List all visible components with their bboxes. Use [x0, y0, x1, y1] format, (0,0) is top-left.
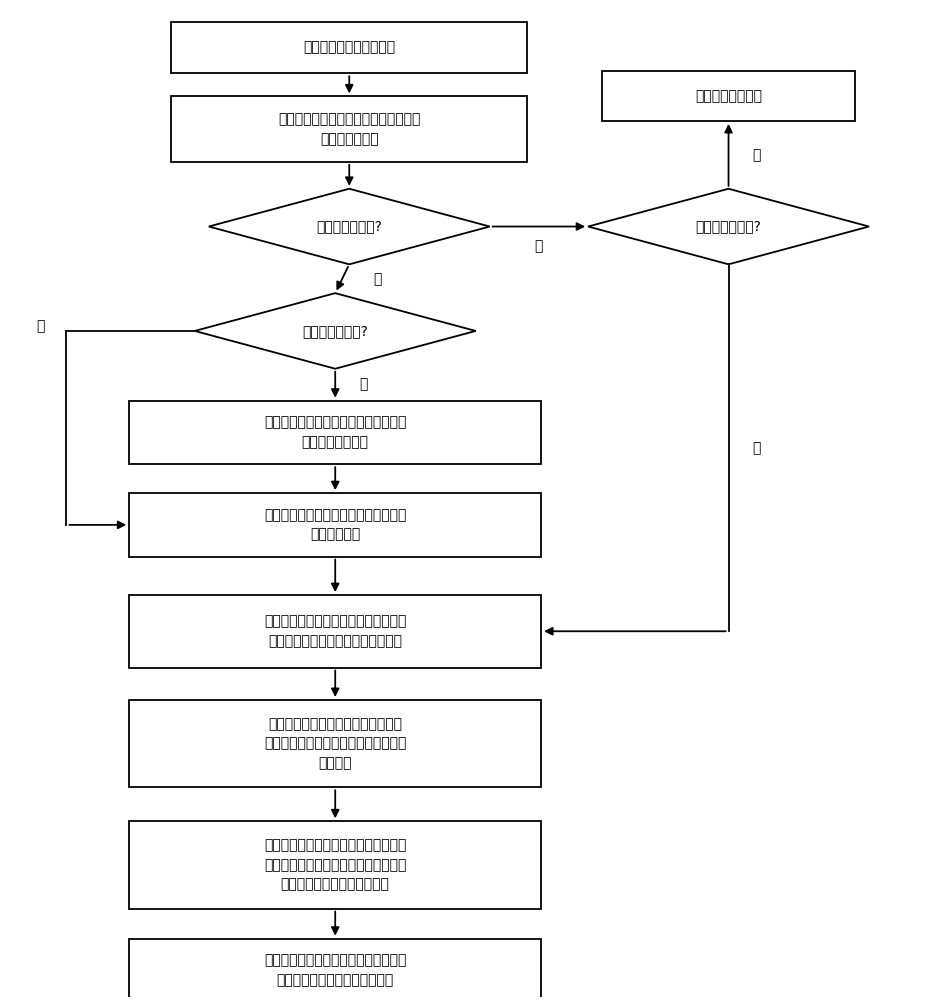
- Text: 是: 是: [753, 441, 761, 455]
- Text: 预更新电动汽车充电状态列表到下一个
时间段的起始时间: 预更新电动汽车充电状态列表到下一个 时间段的起始时间: [264, 416, 406, 449]
- Polygon shape: [195, 293, 476, 369]
- Text: 在控制中心中输入次日充电和放电负荷
裕度及电价信息: 在控制中心中输入次日充电和放电负荷 裕度及电价信息: [278, 112, 420, 146]
- FancyBboxPatch shape: [129, 939, 542, 1000]
- FancyBboxPatch shape: [129, 821, 542, 909]
- Text: 否: 否: [753, 148, 761, 162]
- Text: 维持系统状态不变: 维持系统状态不变: [695, 89, 762, 103]
- FancyBboxPatch shape: [129, 700, 542, 787]
- FancyBboxPatch shape: [129, 595, 542, 668]
- Text: 在控制中心输入系统参数: 在控制中心输入系统参数: [303, 41, 396, 55]
- FancyBboxPatch shape: [129, 493, 542, 557]
- Text: 否: 否: [359, 378, 367, 392]
- Text: 控制中心根据集合指导充电功率计算各
电动汽车充放电控制策略，调节充电桩
充电功率实现有序充放电控制: 控制中心根据集合指导充电功率计算各 电动汽车充放电控制策略，调节充电桩 充电功率…: [264, 838, 406, 891]
- FancyBboxPatch shape: [129, 401, 542, 464]
- Text: 控制中心根据管辖范围内电动汽车的充
电需求计算集合充放电需求边界曲线: 控制中心根据管辖范围内电动汽车的充 电需求计算集合充放电需求边界曲线: [264, 615, 406, 648]
- Text: 控制中心根据集合充放电需求边界曲
线、负荷裕度和电价信息计算集合指导
充电功率: 控制中心根据集合充放电需求边界曲 线、负荷裕度和电价信息计算集合指导 充电功率: [264, 717, 406, 770]
- FancyBboxPatch shape: [602, 71, 855, 121]
- Text: 新的控制时间点?: 新的控制时间点?: [302, 324, 368, 338]
- Polygon shape: [588, 189, 869, 264]
- Polygon shape: [209, 189, 490, 264]
- Text: 记录新到达电动汽车的电池信息和客户
充电需求信息: 记录新到达电动汽车的电池信息和客户 充电需求信息: [264, 508, 406, 542]
- Text: 从下个时间段开始，调节充放电桩充电
或放电功率实现有序充放电控制: 从下个时间段开始，调节充放电桩充电 或放电功率实现有序充放电控制: [264, 954, 406, 987]
- Text: 是: 是: [36, 319, 44, 333]
- Text: 是否有新车接入?: 是否有新车接入?: [317, 220, 382, 234]
- Text: 新的控制时间点?: 新的控制时间点?: [695, 220, 761, 234]
- Text: 否: 否: [535, 239, 544, 253]
- FancyBboxPatch shape: [171, 22, 528, 73]
- Text: 是: 是: [373, 272, 382, 286]
- FancyBboxPatch shape: [171, 96, 528, 162]
